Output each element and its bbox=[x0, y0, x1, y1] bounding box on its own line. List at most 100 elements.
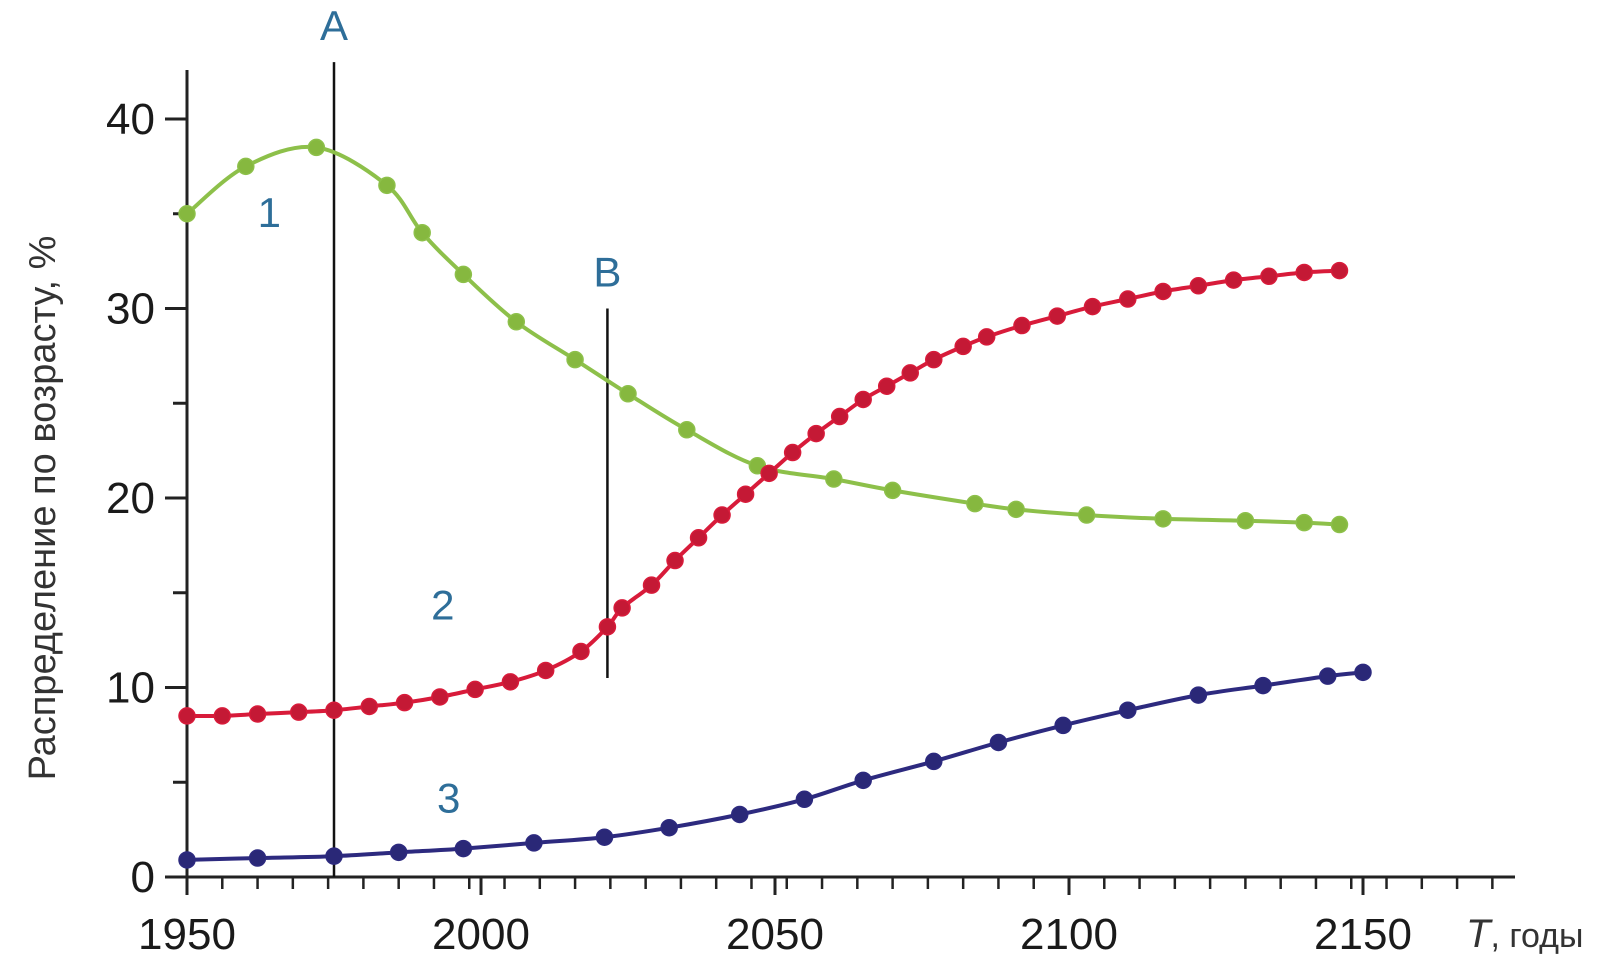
y-tick-label: 30 bbox=[106, 285, 155, 334]
series-1-point bbox=[883, 481, 902, 500]
series-2-point bbox=[466, 680, 484, 699]
series-2-point bbox=[977, 328, 996, 346]
series-3-point bbox=[1054, 716, 1072, 735]
series-2-point bbox=[248, 705, 267, 723]
series-3-point bbox=[525, 834, 543, 852]
x-tick-label: 1950 bbox=[138, 910, 236, 959]
series-2-point bbox=[325, 701, 343, 719]
series-1-point bbox=[237, 157, 255, 176]
series-3-point bbox=[454, 839, 473, 858]
x-tick-label: 2150 bbox=[1314, 910, 1412, 959]
series-1-point bbox=[966, 494, 984, 513]
y-tick-label: 10 bbox=[106, 664, 155, 713]
series-2-point bbox=[666, 551, 684, 570]
series-2-point bbox=[360, 697, 379, 716]
reference-lines: AB bbox=[320, 2, 621, 877]
labels-group: 1 2 3 bbox=[258, 189, 461, 822]
series-2-point bbox=[536, 661, 555, 680]
series-3-point bbox=[1189, 686, 1208, 704]
series-3-point bbox=[730, 805, 749, 824]
reference-label-b: B bbox=[593, 249, 621, 296]
series-2-point bbox=[1260, 267, 1278, 286]
series-1-point bbox=[1295, 513, 1313, 532]
series-3-point bbox=[325, 847, 343, 865]
y-tick-label: 40 bbox=[106, 95, 155, 144]
series-3-point bbox=[1254, 676, 1272, 695]
series-2 bbox=[178, 261, 1349, 725]
series-2-point bbox=[1189, 277, 1208, 295]
series-2-point bbox=[572, 642, 590, 661]
series-2-point bbox=[642, 576, 661, 594]
series-3-point bbox=[1354, 663, 1372, 682]
x-tick-label: 2050 bbox=[726, 910, 824, 959]
y-tick-label: 0 bbox=[131, 853, 155, 902]
series-3-label: 3 bbox=[437, 775, 460, 822]
series-group bbox=[178, 138, 1372, 869]
series-3-point bbox=[660, 818, 678, 837]
series-2-point bbox=[289, 703, 308, 721]
series-1-point bbox=[1236, 511, 1255, 530]
series-3-point bbox=[178, 851, 196, 869]
series-1-point bbox=[307, 138, 326, 157]
series-2-point bbox=[178, 707, 196, 725]
series-3-point bbox=[1119, 701, 1137, 719]
series-1-point bbox=[507, 313, 526, 331]
series-2-point bbox=[395, 693, 414, 712]
series-1-point bbox=[678, 421, 696, 439]
series-2-point bbox=[1119, 290, 1137, 308]
series-2-point bbox=[1048, 307, 1066, 325]
series-1-point bbox=[1007, 500, 1025, 519]
series-2-point bbox=[213, 707, 232, 725]
y-axis-label: Распределение по возрасту, % bbox=[22, 236, 64, 781]
series-3-point bbox=[795, 790, 814, 809]
series-3 bbox=[178, 663, 1372, 869]
series-2-point bbox=[1330, 261, 1349, 280]
series-3-point bbox=[248, 849, 267, 867]
y-tick-label: 20 bbox=[106, 474, 155, 523]
series-1-point bbox=[619, 385, 637, 403]
series-2-point bbox=[689, 529, 708, 547]
series-2-point bbox=[1013, 316, 1031, 335]
series-1-point bbox=[1330, 515, 1349, 534]
series-2-point bbox=[830, 407, 849, 426]
series-1-point bbox=[413, 223, 431, 242]
series-2-point bbox=[954, 337, 972, 356]
x-axis-unit: , годы bbox=[1490, 917, 1583, 955]
series-2-point bbox=[760, 464, 778, 483]
series-3-point bbox=[925, 752, 943, 771]
series-2-point bbox=[736, 485, 755, 503]
series-2-point bbox=[925, 350, 943, 369]
series-2-point bbox=[877, 377, 896, 395]
series-2-point bbox=[1154, 282, 1172, 301]
series-2-point bbox=[613, 599, 631, 617]
series-2-point bbox=[1224, 271, 1243, 289]
axes: 0 10 20 30 40 1950 2000 2050 2100 2150 Распределен… bbox=[22, 70, 1583, 959]
series-2-point bbox=[501, 673, 520, 691]
series-3-point bbox=[595, 828, 614, 846]
x-tick-label: 2000 bbox=[432, 910, 530, 959]
series-2-point bbox=[901, 364, 919, 382]
series-2-point bbox=[713, 506, 731, 524]
reference-label-a: A bbox=[320, 2, 348, 49]
series-2-line bbox=[185, 268, 1342, 719]
series-3-point bbox=[389, 843, 408, 862]
series-1-point bbox=[178, 205, 196, 223]
series-2-point bbox=[598, 618, 617, 636]
x-axis-symbol: T bbox=[1466, 912, 1493, 956]
series-2-point bbox=[807, 424, 825, 443]
series-1-point bbox=[1154, 510, 1172, 528]
series-3-point bbox=[854, 771, 872, 790]
series-2-point bbox=[431, 688, 449, 706]
series-2-point bbox=[1295, 263, 1313, 282]
x-axis-label: T, годы bbox=[1466, 912, 1583, 956]
series-1-label: 1 bbox=[258, 189, 281, 236]
series-1-point bbox=[825, 470, 843, 488]
series-3-point bbox=[989, 733, 1008, 752]
series-1-point bbox=[1077, 506, 1096, 524]
series-3-point bbox=[1318, 667, 1337, 685]
series-2-label: 2 bbox=[431, 581, 454, 628]
series-2-point bbox=[854, 390, 872, 409]
series-1-point bbox=[566, 350, 584, 369]
series-2-point bbox=[783, 443, 802, 462]
